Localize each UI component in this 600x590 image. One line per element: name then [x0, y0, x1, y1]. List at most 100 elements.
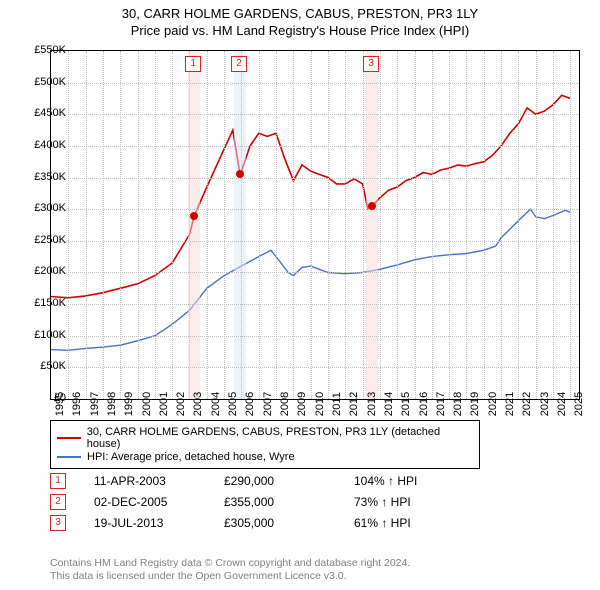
event-number-box: 3 — [50, 515, 66, 531]
xtick-label: 2007 — [262, 392, 274, 416]
gridline-v — [103, 51, 104, 399]
xtick-label: 2013 — [366, 392, 378, 416]
legend-label: HPI: Average price, detached house, Wyre — [87, 451, 295, 463]
footnote-line-2: This data is licensed under the Open Gov… — [50, 570, 410, 584]
gridline-h — [51, 178, 579, 179]
event-date: 11-APR-2003 — [94, 474, 224, 488]
gridline-h — [51, 336, 579, 337]
gridline-v — [363, 51, 364, 399]
event-number-box: 1 — [50, 473, 66, 489]
event-list: 111-APR-2003£290,000104% ↑ HPI202-DEC-20… — [50, 468, 417, 536]
xtick-label: 2002 — [175, 392, 187, 416]
xtick-label: 2023 — [539, 392, 551, 416]
ytick-label: £400K — [34, 139, 66, 151]
event-number-box: 2 — [50, 494, 66, 510]
gridline-v — [241, 51, 242, 399]
event-marker-box: 3 — [363, 56, 379, 72]
xtick-label: 2010 — [314, 392, 326, 416]
ytick-label: £100K — [34, 329, 66, 341]
gridline-v — [536, 51, 537, 399]
legend-swatch — [57, 456, 81, 458]
xtick-label: 2018 — [452, 392, 464, 416]
gridline-v — [449, 51, 450, 399]
gridline-v — [553, 51, 554, 399]
chart-figure: 30, CARR HOLME GARDENS, CABUS, PRESTON, … — [0, 0, 600, 590]
ytick-label: £500K — [34, 76, 66, 88]
plot-area — [50, 50, 580, 400]
gridline-v — [224, 51, 225, 399]
xtick-label: 1999 — [123, 392, 135, 416]
xtick-label: 2025 — [573, 392, 585, 416]
gridline-v — [189, 51, 190, 399]
gridline-v — [328, 51, 329, 399]
xtick-label: 2005 — [227, 392, 239, 416]
xtick-label: 1997 — [89, 392, 101, 416]
gridline-v — [501, 51, 502, 399]
footnote: Contains HM Land Registry data © Crown c… — [50, 557, 410, 584]
event-row: 319-JUL-2013£305,00061% ↑ HPI — [50, 515, 417, 531]
gridline-v — [86, 51, 87, 399]
gridline-v — [155, 51, 156, 399]
ytick-label: £300K — [34, 202, 66, 214]
gridline-v — [432, 51, 433, 399]
event-date: 19-JUL-2013 — [94, 516, 224, 530]
gridline-v — [138, 51, 139, 399]
gridline-v — [484, 51, 485, 399]
gridline-h — [51, 304, 579, 305]
xtick-label: 1996 — [71, 392, 83, 416]
gridline-h — [51, 367, 579, 368]
event-marker-box: 2 — [231, 56, 247, 72]
footnote-line-1: Contains HM Land Registry data © Crown c… — [50, 557, 410, 571]
event-dot — [368, 202, 376, 210]
gridline-v — [259, 51, 260, 399]
event-diff: 73% ↑ HPI — [354, 495, 411, 509]
legend: 30, CARR HOLME GARDENS, CABUS, PRESTON, … — [50, 420, 480, 469]
gridline-h — [51, 241, 579, 242]
xtick-label: 2015 — [400, 392, 412, 416]
gridline-v — [68, 51, 69, 399]
xtick-label: 2000 — [141, 392, 153, 416]
xtick-label: 2004 — [210, 392, 222, 416]
line-layer — [51, 51, 579, 399]
xtick-label: 2016 — [418, 392, 430, 416]
gridline-v — [172, 51, 173, 399]
gridline-v — [293, 51, 294, 399]
gridline-h — [51, 209, 579, 210]
legend-swatch — [57, 437, 81, 439]
event-band — [366, 51, 378, 399]
gridline-v — [380, 51, 381, 399]
gridline-h — [51, 83, 579, 84]
ytick-label: £250K — [34, 234, 66, 246]
xtick-label: 2022 — [521, 392, 533, 416]
event-row: 111-APR-2003£290,000104% ↑ HPI — [50, 473, 417, 489]
xtick-label: 2001 — [158, 392, 170, 416]
legend-item: 30, CARR HOLME GARDENS, CABUS, PRESTON, … — [57, 426, 473, 450]
gridline-v — [207, 51, 208, 399]
event-band — [234, 51, 246, 399]
xtick-label: 1995 — [54, 392, 66, 416]
event-price: £355,000 — [224, 495, 354, 509]
xtick-label: 2003 — [192, 392, 204, 416]
xtick-label: 2012 — [348, 392, 360, 416]
event-row: 2 02-DEC-2005£355,00073% ↑ HPI — [50, 494, 417, 510]
event-diff: 61% ↑ HPI — [354, 516, 411, 530]
event-date: 02-DEC-2005 — [94, 495, 224, 509]
gridline-v — [466, 51, 467, 399]
xtick-label: 2009 — [296, 392, 308, 416]
xtick-label: 2008 — [279, 392, 291, 416]
title-line-1: 30, CARR HOLME GARDENS, CABUS, PRESTON, … — [0, 6, 600, 23]
xtick-label: 2011 — [331, 392, 343, 416]
gridline-v — [518, 51, 519, 399]
xtick-label: 2014 — [383, 392, 395, 416]
ytick-label: £450K — [34, 107, 66, 119]
ytick-label: £350K — [34, 171, 66, 183]
xtick-label: 2017 — [435, 392, 447, 416]
title-line-2: Price paid vs. HM Land Registry's House … — [0, 23, 600, 40]
xtick-label: 2024 — [556, 392, 568, 416]
event-marker-box: 1 — [185, 56, 201, 72]
gridline-v — [397, 51, 398, 399]
xtick-label: 2019 — [469, 392, 481, 416]
legend-item: HPI: Average price, detached house, Wyre — [57, 451, 473, 463]
chart-title: 30, CARR HOLME GARDENS, CABUS, PRESTON, … — [0, 0, 600, 40]
event-dot — [190, 212, 198, 220]
